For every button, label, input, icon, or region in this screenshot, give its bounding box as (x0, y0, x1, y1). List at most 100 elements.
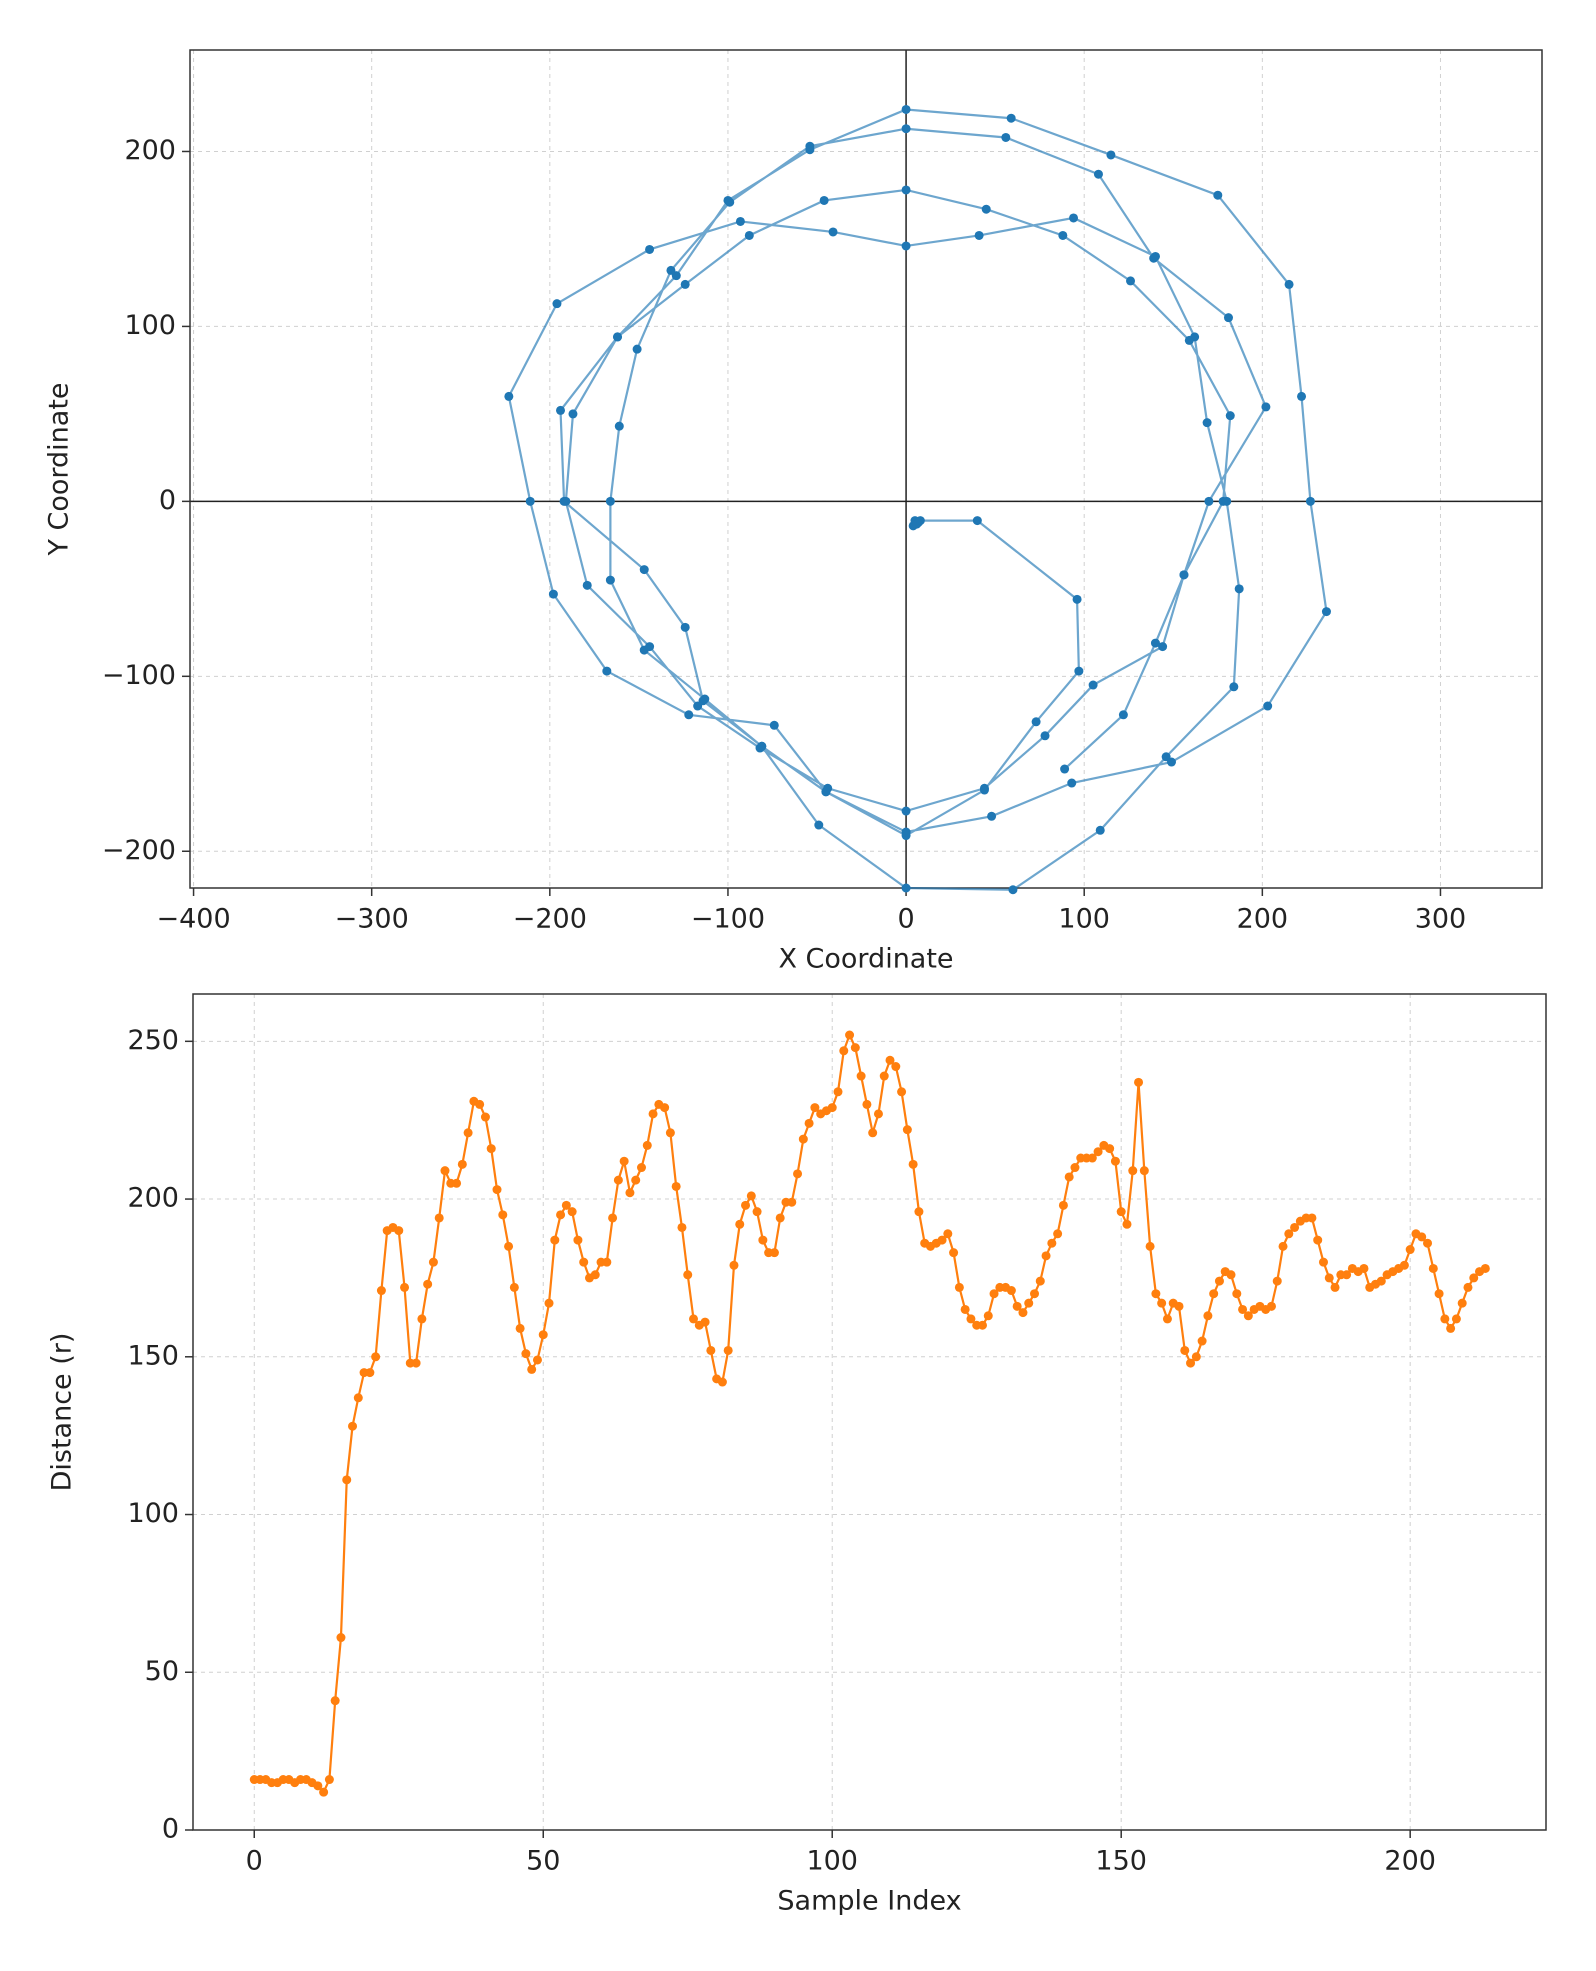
point (475, 1099, 485, 1109)
point (417, 1314, 427, 1324)
point (509, 1282, 519, 1292)
series-line (254, 1032, 1486, 1795)
point (561, 1200, 571, 1210)
point (1150, 638, 1160, 648)
point (376, 1286, 386, 1296)
point (1440, 1314, 1450, 1324)
point (371, 1352, 381, 1362)
point (1040, 731, 1050, 741)
point (319, 1787, 329, 1797)
point (769, 1248, 779, 1258)
point (1139, 1166, 1149, 1176)
series-line (507, 108, 1328, 891)
point (548, 589, 558, 599)
point (908, 1159, 918, 1169)
point (804, 1118, 814, 1128)
point (1041, 1251, 1051, 1261)
point (550, 1235, 560, 1245)
point (979, 783, 989, 793)
x-tick-label: 200 (1237, 904, 1289, 935)
point (579, 1257, 589, 1267)
point (693, 701, 703, 711)
point (983, 1311, 993, 1321)
point (525, 496, 535, 506)
point (434, 1213, 444, 1223)
point (1203, 1311, 1213, 1321)
point (1191, 1352, 1201, 1362)
point (1318, 1257, 1328, 1267)
point (901, 185, 911, 195)
point (850, 1043, 860, 1053)
point (845, 1030, 855, 1040)
point (735, 216, 745, 226)
point (556, 1210, 566, 1220)
point (440, 1166, 450, 1176)
point (625, 1188, 635, 1198)
point (1069, 213, 1079, 223)
point (1116, 1207, 1126, 1217)
point (1218, 496, 1228, 506)
point (1018, 1308, 1028, 1318)
point (1263, 701, 1273, 711)
point (1213, 190, 1223, 200)
point (725, 197, 735, 207)
point (1321, 607, 1331, 617)
point (1243, 1311, 1253, 1321)
point (411, 1358, 421, 1368)
point (1209, 1289, 1219, 1299)
point (746, 1191, 756, 1201)
point (1297, 391, 1307, 401)
point (769, 720, 779, 730)
point (665, 1128, 675, 1138)
point (538, 1330, 548, 1340)
point (1290, 1222, 1300, 1232)
point (1180, 1345, 1190, 1355)
y-tick-label: −200 (102, 835, 176, 866)
point (666, 265, 676, 275)
y-axis-label: Y Coordinate (44, 382, 75, 556)
point (1162, 1314, 1172, 1324)
point (677, 1222, 687, 1232)
point (741, 1200, 751, 1210)
y-tick-label: 0 (159, 485, 176, 516)
point (902, 1125, 912, 1135)
point (1060, 764, 1070, 774)
x-tick-label: 0 (246, 1846, 263, 1877)
plot-frame (192, 993, 1547, 1831)
point (660, 1103, 670, 1113)
point (814, 820, 824, 830)
point (981, 204, 991, 214)
x-tick-label: −300 (335, 904, 409, 935)
point (879, 1071, 889, 1081)
point (632, 344, 642, 354)
point (1457, 1298, 1467, 1308)
point (1184, 335, 1194, 345)
point (1234, 584, 1244, 594)
point (915, 516, 925, 526)
point (532, 1355, 542, 1365)
point (897, 1087, 907, 1097)
point (1128, 1166, 1138, 1176)
point (1110, 1156, 1120, 1166)
point (313, 1781, 323, 1791)
y-tick-label: −100 (102, 660, 176, 691)
point (1272, 1276, 1282, 1286)
point (504, 391, 514, 401)
point (1126, 276, 1136, 286)
point (1278, 1241, 1288, 1251)
point (1202, 418, 1212, 428)
point (1166, 757, 1176, 767)
point (1225, 411, 1235, 421)
x-tick-label: −400 (156, 904, 230, 935)
point (1024, 1298, 1034, 1308)
point (552, 299, 562, 309)
point (1118, 710, 1128, 720)
point (1480, 1263, 1490, 1273)
point (1266, 1301, 1276, 1311)
point (1359, 1263, 1369, 1273)
x-axis-label: X Coordinate (778, 944, 953, 975)
point (631, 1175, 641, 1185)
point (891, 1062, 901, 1072)
point (937, 1235, 947, 1245)
